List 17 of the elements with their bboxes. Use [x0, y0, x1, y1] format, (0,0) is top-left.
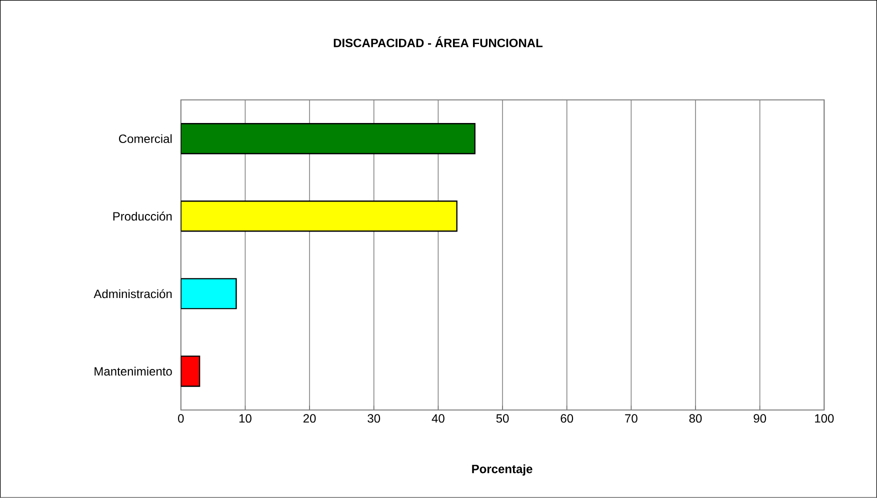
y-tick-label: Producción	[113, 212, 172, 221]
x-tick-label: 60	[560, 414, 574, 423]
chart-title: DISCAPACIDAD - ÁREA FUNCIONAL	[334, 36, 543, 48]
x-tick-label: 100	[815, 414, 834, 423]
x-tick-label: 70	[625, 414, 638, 423]
x-tick-label: 20	[303, 414, 316, 423]
x-tick-label: 40	[432, 414, 444, 423]
x-tick-label: 50	[496, 414, 509, 423]
x-axis-title: Porcentaje	[472, 464, 532, 476]
y-tick-label: Administración	[94, 289, 172, 298]
y-tick-label: Comercial	[118, 134, 172, 144]
x-tick-label: 90	[754, 414, 766, 423]
y-tick-label: Mantenimiento	[94, 366, 172, 376]
x-tick-label: 30	[368, 414, 380, 423]
x-tick-label: 10	[239, 414, 252, 423]
x-tick-label: 0	[178, 414, 184, 423]
x-tick-label: 80	[689, 414, 702, 423]
